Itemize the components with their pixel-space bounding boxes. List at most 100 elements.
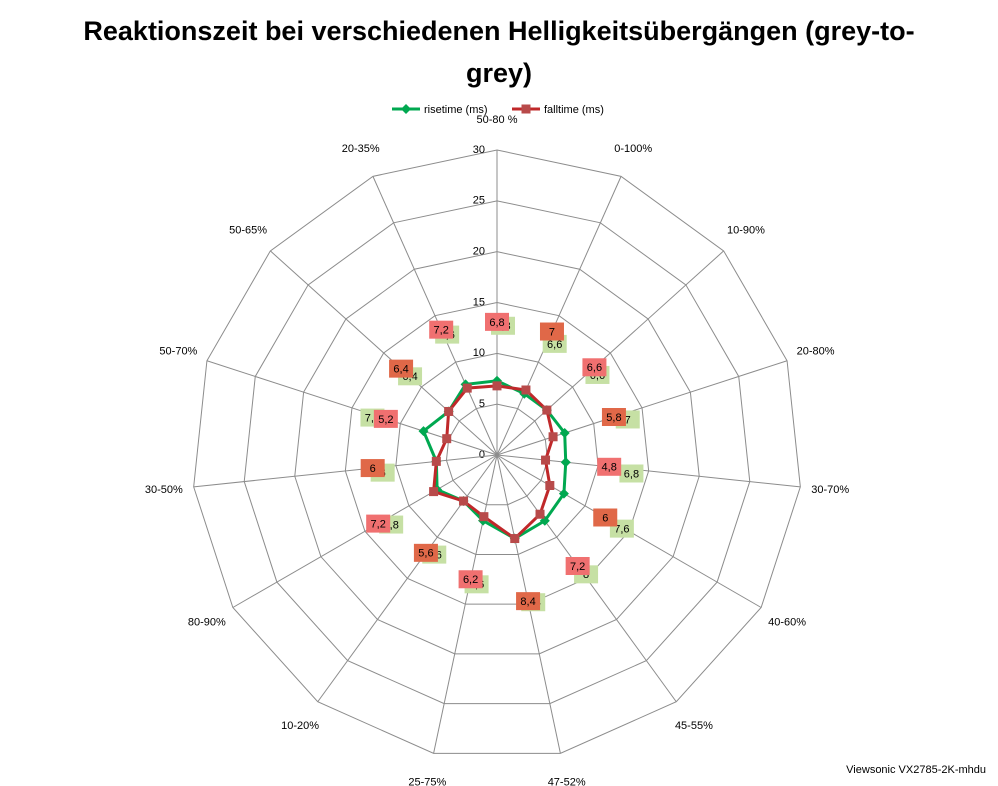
marker xyxy=(431,456,441,466)
chart-title: Reaktionszeit bei verschiedenen Helligke… xyxy=(83,16,915,88)
spoke xyxy=(270,250,498,456)
data-label: 8 xyxy=(583,569,589,581)
data-label: 6,4 xyxy=(393,364,408,376)
marker xyxy=(444,406,454,416)
category-label: 50-70% xyxy=(159,345,197,357)
label-box xyxy=(565,556,590,575)
spoke xyxy=(372,176,498,456)
r-tick-label: 10 xyxy=(473,347,485,359)
marker xyxy=(535,509,545,519)
data-label: 5,2 xyxy=(378,414,393,426)
marker xyxy=(542,405,552,415)
label-box xyxy=(539,322,564,341)
data-label: 5,6 xyxy=(418,548,433,560)
label-box xyxy=(516,592,541,611)
r-tick-label: 5 xyxy=(479,398,485,410)
label-box xyxy=(389,359,414,378)
category-label: 10-90% xyxy=(727,225,765,237)
label-box xyxy=(366,514,391,533)
marker xyxy=(541,455,551,465)
category-label: 20-35% xyxy=(342,143,380,155)
category-label: 50-80 % xyxy=(477,114,518,126)
footnote: Viewsonic VX2785-2K-mhdu xyxy=(846,764,986,776)
grid-ring xyxy=(243,200,751,705)
label-box xyxy=(413,543,438,562)
marker xyxy=(442,434,452,444)
grid-ring xyxy=(294,251,700,655)
data-label: 6,6 xyxy=(587,362,602,374)
data-label: 6,6 xyxy=(547,339,562,351)
marker xyxy=(429,487,439,497)
category-label: 50-65% xyxy=(229,225,267,237)
spoke xyxy=(496,360,788,456)
grid-ring xyxy=(193,149,801,754)
grid-ring xyxy=(445,403,549,506)
category-label: 20-80% xyxy=(797,345,835,357)
data-label: 6,8 xyxy=(624,468,639,480)
marker xyxy=(545,481,555,490)
r-tick-label: 15 xyxy=(473,296,485,308)
data-label: 4,8 xyxy=(602,462,617,474)
data-label: 7 xyxy=(625,414,631,426)
spoke xyxy=(496,250,724,456)
data-label: 6 xyxy=(370,463,376,475)
category-label: 30-50% xyxy=(145,484,183,496)
legend-label: falltime (ms) xyxy=(544,104,604,116)
spoke xyxy=(317,454,498,703)
grid-ring xyxy=(395,352,599,555)
series-line xyxy=(421,379,568,541)
r-tick-label: 0 xyxy=(479,449,485,461)
label-box xyxy=(619,464,644,483)
label-box xyxy=(593,508,618,527)
data-label: 5,8 xyxy=(606,412,621,424)
data-label: 7,2 xyxy=(434,325,449,337)
legend-marker xyxy=(521,104,531,114)
spoke xyxy=(433,454,498,754)
category-label: 30-70% xyxy=(811,484,849,496)
data-label: 7,2 xyxy=(371,519,386,531)
data-label: 6,8 xyxy=(489,317,504,329)
category-label: 0-100% xyxy=(614,143,652,155)
marker xyxy=(459,496,469,506)
label-box xyxy=(485,312,509,331)
label-box xyxy=(601,408,626,427)
marker xyxy=(559,428,570,439)
marker xyxy=(418,426,429,437)
legend-marker xyxy=(401,104,411,114)
data-label: 7,6 xyxy=(614,524,629,536)
spoke xyxy=(232,454,498,608)
r-tick-label: 30 xyxy=(473,144,485,156)
data-label: 6,2 xyxy=(463,574,478,586)
marker xyxy=(548,432,558,442)
marker xyxy=(510,534,520,544)
category-label: 40-60% xyxy=(768,616,806,628)
marker xyxy=(462,383,472,393)
category-label: 45-55% xyxy=(675,720,713,732)
category-label: 10-20% xyxy=(281,720,319,732)
label-box xyxy=(582,358,607,377)
marker xyxy=(558,488,569,499)
marker xyxy=(479,512,489,522)
category-label: 47-52% xyxy=(548,777,586,786)
legend-label: risetime (ms) xyxy=(424,104,488,116)
category-label: 80-90% xyxy=(188,616,226,628)
spoke xyxy=(206,360,498,456)
data-label: 7,2 xyxy=(570,561,585,573)
label-box xyxy=(360,459,385,478)
marker xyxy=(492,381,502,391)
spoke xyxy=(496,176,622,456)
marker xyxy=(560,457,571,468)
data-label: 7 xyxy=(549,326,555,338)
grid-ring xyxy=(344,301,650,605)
spoke xyxy=(193,454,498,488)
label-box xyxy=(429,320,454,339)
r-tick-label: 20 xyxy=(473,246,485,258)
label-box xyxy=(373,409,398,428)
category-label: 25-75% xyxy=(408,777,446,786)
data-label: 6 xyxy=(602,512,608,524)
label-box xyxy=(597,457,622,476)
data-label: 8,4 xyxy=(520,596,535,608)
r-tick-label: 25 xyxy=(473,195,485,207)
